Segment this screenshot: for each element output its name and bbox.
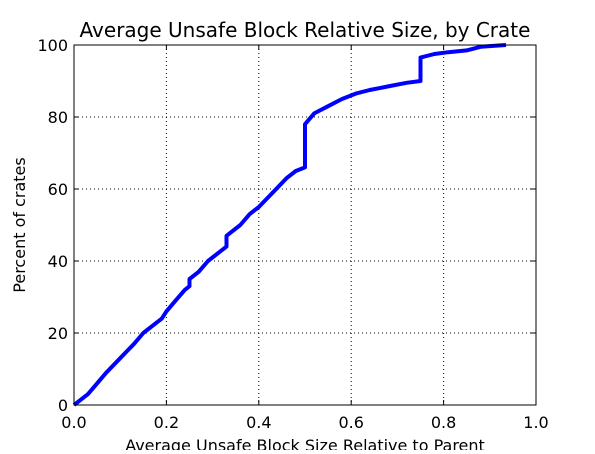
y-tick-label: 80 bbox=[48, 108, 68, 127]
axis-ticks: 0.0 0.2 0.4 0.6 0.8 1.0 0 20 40 60 80 100 bbox=[37, 36, 548, 432]
x-tick-label: 0.0 bbox=[61, 413, 86, 432]
y-tick-label: 0 bbox=[58, 396, 68, 415]
chart-title: Average Unsafe Block Relative Size, by C… bbox=[80, 18, 531, 42]
x-tick-label: 1.0 bbox=[523, 413, 548, 432]
series bbox=[72, 43, 507, 407]
plot-frame bbox=[73, 44, 537, 406]
grid bbox=[74, 45, 536, 405]
y-tick-label: 60 bbox=[48, 180, 68, 199]
y-tick-label: 40 bbox=[48, 252, 68, 271]
x-tick-label: 0.4 bbox=[246, 413, 271, 432]
series-line bbox=[72, 43, 507, 407]
x-tick-label: 0.2 bbox=[154, 413, 179, 432]
x-axis-label: Average Unsafe Block Size Relative to Pa… bbox=[125, 436, 485, 450]
y-axis-label: Percent of crates bbox=[10, 157, 29, 292]
x-tick-label: 0.8 bbox=[431, 413, 456, 432]
y-tick-label: 20 bbox=[48, 324, 68, 343]
x-tick-label: 0.6 bbox=[338, 413, 363, 432]
y-tick-label: 100 bbox=[37, 36, 68, 55]
